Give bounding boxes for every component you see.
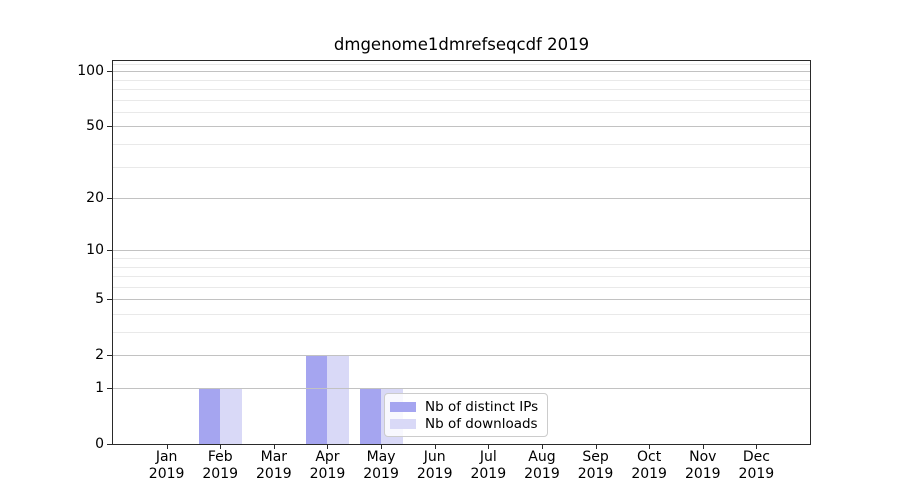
x-tick-label: May 2019 (363, 449, 399, 482)
x-axis-tick (541, 445, 543, 449)
x-axis-tick (488, 445, 490, 449)
bar-downloads-apr (327, 355, 349, 444)
legend-label-distinct-ips: Nb of distinct IPs (425, 398, 539, 415)
minor-gridline (113, 99, 810, 101)
x-tick-label: Aug 2019 (524, 449, 560, 482)
minor-gridline (113, 276, 810, 278)
y-tick-label: 0 (95, 435, 104, 452)
minor-gridline (113, 79, 810, 81)
x-axis-tick (273, 445, 275, 449)
minor-gridline (113, 258, 810, 259)
minor-gridline (113, 89, 810, 91)
minor-gridline (113, 144, 810, 146)
x-tick-label: Oct 2019 (631, 449, 667, 482)
y-axis-tick (107, 126, 112, 128)
major-gridline (113, 198, 810, 200)
legend-entry-distinct-ips: Nb of distinct IPs (390, 398, 538, 415)
x-tick-label: Jun 2019 (416, 449, 453, 482)
y-axis-tick (107, 299, 112, 301)
major-gridline (113, 355, 810, 357)
bar-distinct-ips-feb (198, 388, 221, 444)
y-axis-tick (107, 355, 112, 357)
minor-gridline (113, 313, 810, 315)
x-axis-tick (595, 445, 597, 449)
bar-distinct-ips-apr (306, 355, 328, 444)
y-tick-label: 1 (95, 379, 104, 396)
x-tick-label: Mar 2019 (256, 449, 292, 482)
y-axis-tick (107, 388, 112, 389)
x-tick-label: Jul 2019 (470, 449, 507, 482)
legend-swatch-distinct-ips (390, 401, 416, 412)
y-tick-label: 2 (95, 346, 104, 363)
legend-label-downloads: Nb of downloads (425, 415, 538, 432)
y-tick-label: 50 (86, 117, 104, 134)
x-axis-tick (756, 445, 758, 449)
x-axis-tick (166, 445, 168, 449)
legend-entry-downloads: Nb of downloads (390, 415, 538, 432)
y-axis-tick (107, 198, 112, 200)
x-axis-tick (220, 445, 222, 449)
minor-gridline (113, 63, 810, 65)
bar-distinct-ips-may (359, 388, 382, 444)
y-tick-label: 20 (86, 189, 104, 206)
x-axis-tick (649, 445, 651, 449)
legend: Nb of distinct IPs Nb of downloads (384, 393, 549, 437)
minor-gridline (113, 266, 810, 268)
x-axis-tick (702, 445, 704, 449)
x-tick-label: Feb 2019 (202, 449, 239, 482)
x-tick-label: Apr 2019 (309, 449, 346, 482)
x-tick-label: Dec 2019 (738, 449, 775, 482)
x-axis-tick (327, 445, 329, 449)
chart-title: dmgenome1dmrefseqcdf 2019 (333, 35, 590, 54)
x-axis-tick (381, 445, 383, 449)
x-tick-label: Sep 2019 (577, 449, 614, 482)
y-tick-label: 100 (77, 62, 104, 79)
major-gridline (113, 299, 810, 301)
minor-gridline (113, 332, 810, 334)
y-tick-label: 10 (86, 241, 104, 258)
minor-gridline (113, 111, 810, 113)
bar-downloads-feb (220, 388, 242, 444)
x-axis-tick (434, 445, 436, 449)
y-axis-tick (107, 444, 112, 445)
minor-gridline (113, 286, 810, 288)
major-gridline (113, 388, 810, 389)
minor-gridline (113, 166, 810, 168)
major-gridline (113, 126, 810, 128)
y-axis-tick (107, 250, 112, 252)
major-gridline (113, 71, 810, 73)
y-tick-label: 5 (95, 290, 104, 307)
legend-swatch-downloads (390, 418, 416, 429)
x-tick-label: Jan 2019 (148, 449, 185, 482)
major-gridline (113, 250, 810, 252)
y-axis-tick (107, 71, 112, 73)
x-tick-label: Nov 2019 (684, 449, 721, 482)
